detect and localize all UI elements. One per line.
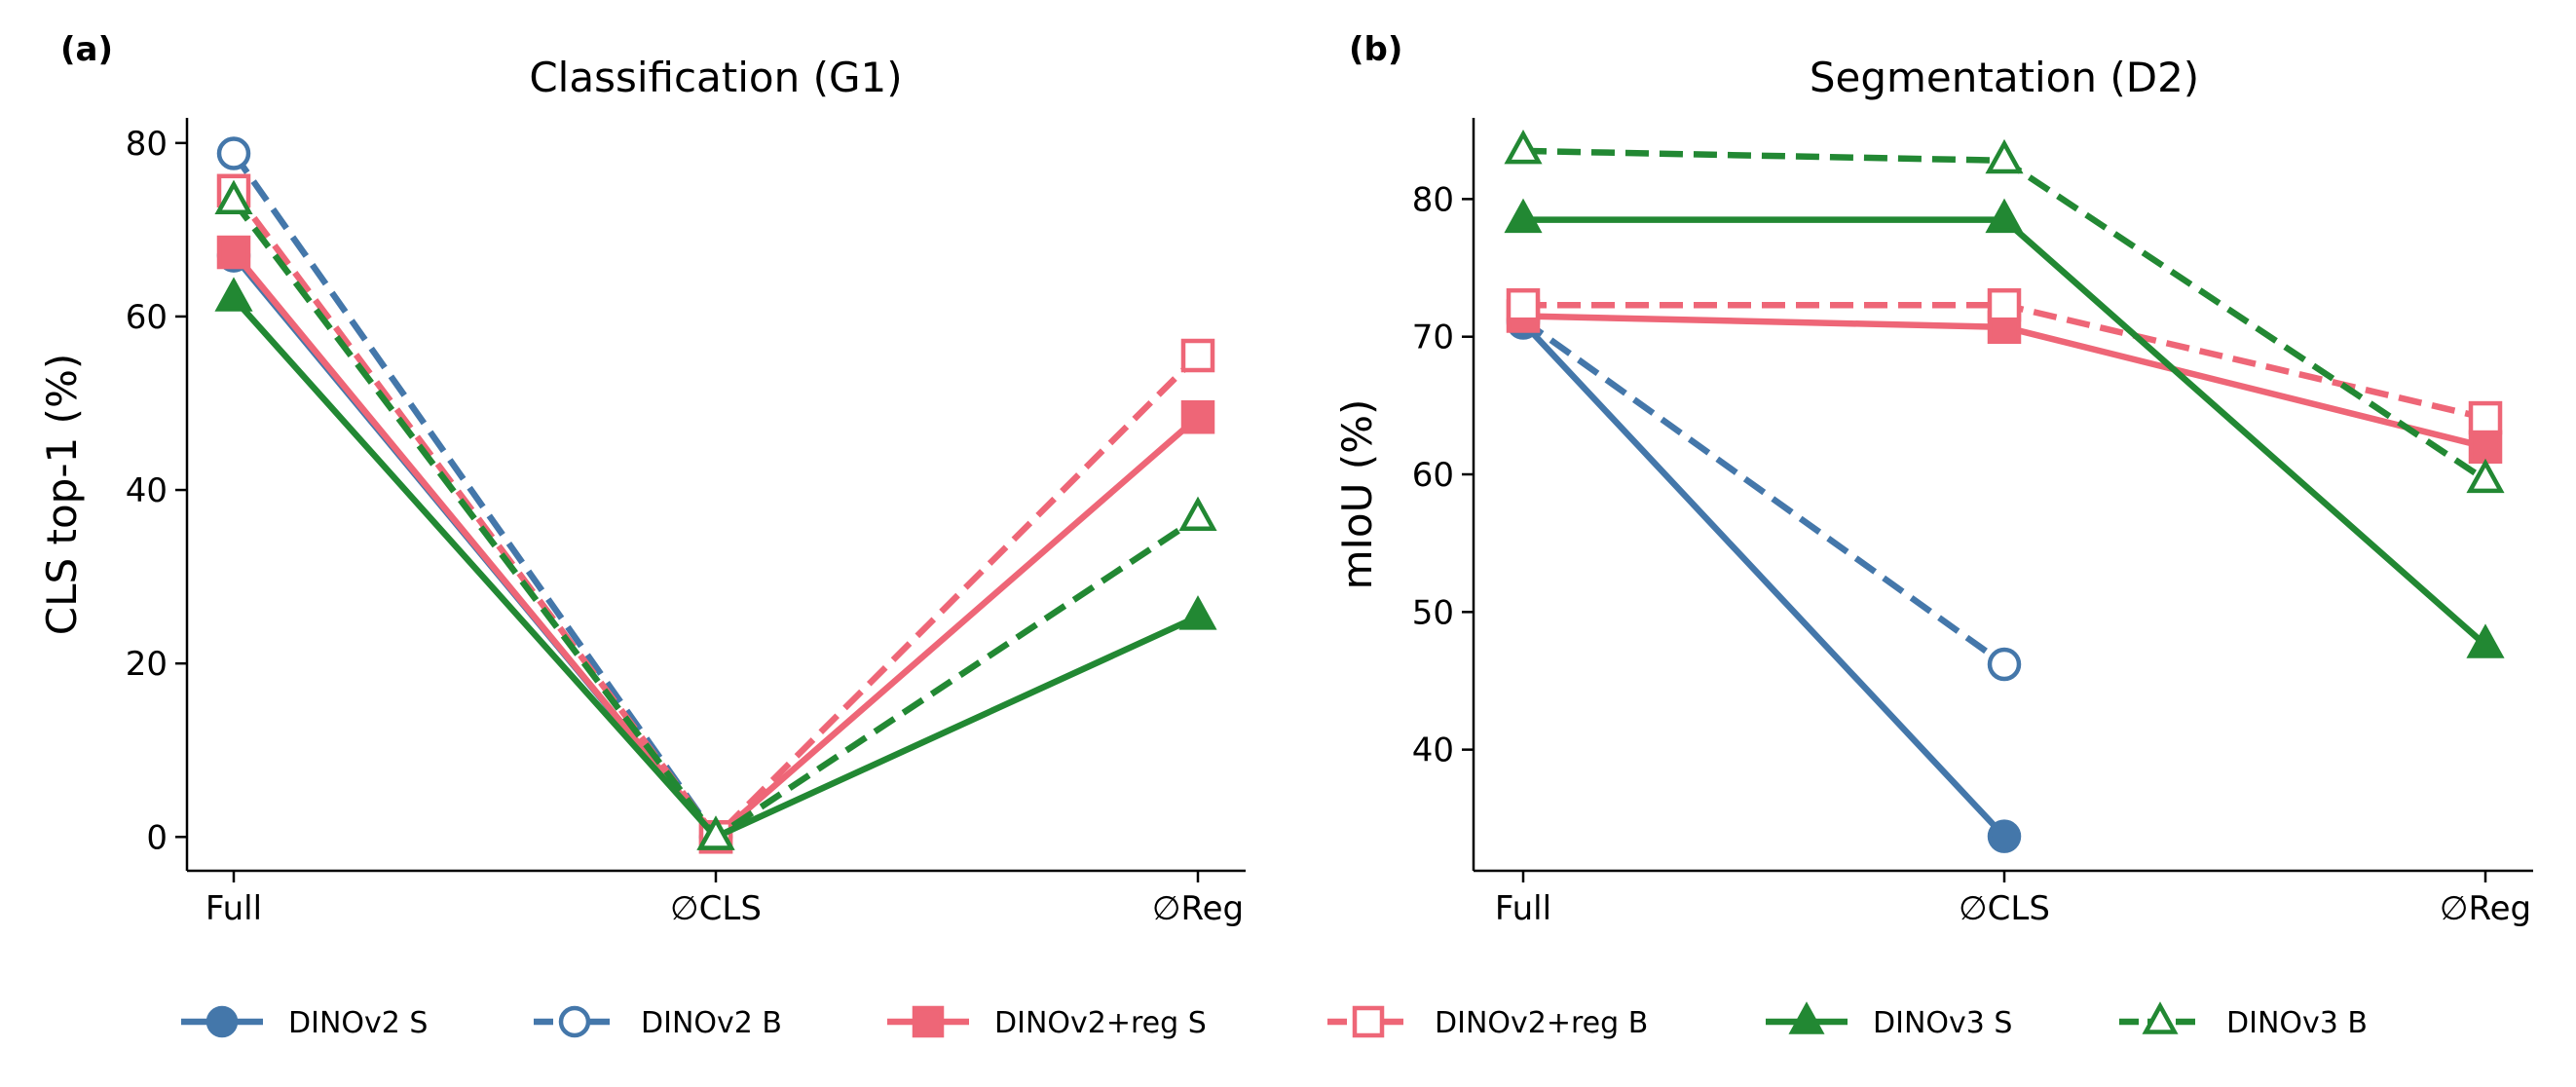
legend-label: DINOv3 B bbox=[2226, 1006, 2368, 1040]
y-tick-label: 60 bbox=[1412, 456, 1454, 495]
series-dinov2-reg-b bbox=[216, 173, 1215, 854]
data-point bbox=[216, 136, 251, 170]
data-point bbox=[1987, 287, 2022, 322]
y-axis-label: mIoU (%) bbox=[1333, 399, 1381, 590]
series-dinov2-reg-b bbox=[1506, 287, 2503, 435]
panel-a: (a) Classification (G1) CLS top-1 (%) 0 20 40… bbox=[38, 30, 1246, 928]
legend-marker bbox=[558, 1005, 591, 1038]
legend-marker bbox=[912, 1005, 945, 1038]
legend-label: DINOv2+reg B bbox=[1435, 1006, 1648, 1040]
series-line bbox=[231, 296, 1200, 842]
series-dinov3-b bbox=[214, 179, 1217, 850]
data-point bbox=[214, 277, 253, 312]
data-point bbox=[1987, 819, 2022, 853]
data-point bbox=[2466, 458, 2505, 494]
data-point bbox=[1506, 287, 1541, 322]
x-tick-label: Full bbox=[205, 889, 262, 928]
data-point bbox=[1178, 496, 1217, 532]
data-point bbox=[1985, 198, 2024, 234]
data-point bbox=[1178, 595, 1217, 630]
panel-label: (b) bbox=[1349, 30, 1402, 69]
y-axis-label: CLS top-1 (%) bbox=[38, 354, 86, 635]
legend-entry: DINOv2 S bbox=[181, 1005, 428, 1040]
series-dinov2-b bbox=[216, 136, 733, 854]
data-point bbox=[2468, 430, 2503, 464]
series-dinov3-s bbox=[1504, 198, 2505, 658]
chart-title: Classification (G1) bbox=[529, 54, 902, 101]
legend-entry: DINOv2 B bbox=[534, 1005, 782, 1040]
y-tick-label: 60 bbox=[126, 298, 168, 337]
series-dinov3-b bbox=[1504, 130, 2505, 494]
x-tick-label: ∅CLS bbox=[1959, 889, 2050, 928]
data-point bbox=[1180, 338, 1215, 373]
y-tick-label: 50 bbox=[1412, 593, 1454, 632]
series-line bbox=[1520, 320, 2007, 839]
data-point bbox=[1504, 130, 1543, 165]
chart-title: Segmentation (D2) bbox=[1810, 54, 2199, 101]
legend-marker bbox=[1352, 1005, 1385, 1038]
series-line bbox=[1521, 318, 2006, 667]
series-dinov2-b bbox=[1506, 303, 2022, 682]
x-tick-label: ∅Reg bbox=[2440, 889, 2531, 928]
x-tick-label: Full bbox=[1495, 889, 1551, 928]
series-line bbox=[1523, 216, 2488, 648]
data-point bbox=[216, 235, 251, 270]
data-point bbox=[2468, 400, 2503, 435]
legend-label: DINOv2+reg S bbox=[994, 1006, 1207, 1040]
y-tick-label: 0 bbox=[146, 818, 168, 857]
legend-marker bbox=[205, 1005, 239, 1038]
data-point bbox=[1987, 647, 2022, 682]
y-tick-label: 80 bbox=[1412, 180, 1454, 219]
data-point bbox=[1504, 198, 1543, 234]
legend-entry: DINOv2+reg S bbox=[887, 1005, 1207, 1040]
legend: DINOv2 S DINOv2 B DINOv2+reg S DINOv2+reg B… bbox=[181, 1001, 2368, 1040]
legend-entry: DINOv3 B bbox=[2119, 1001, 2368, 1040]
series-line bbox=[231, 151, 719, 840]
legend-marker bbox=[2142, 1001, 2179, 1034]
y-tick-label: 40 bbox=[126, 471, 168, 510]
series-line bbox=[231, 199, 1200, 842]
x-tick-label: ∅CLS bbox=[670, 889, 762, 928]
series-line bbox=[231, 249, 1201, 842]
panel-b: (b) Segmentation (D2) mIoU (%) 40 50 60 70 80 Fu… bbox=[1333, 30, 2533, 928]
legend-label: DINOv3 S bbox=[1873, 1006, 2012, 1040]
x-tick-label: ∅Reg bbox=[1152, 889, 1244, 928]
data-point bbox=[1180, 399, 1215, 434]
y-tick-label: 40 bbox=[1412, 731, 1454, 770]
series-dinov2-s bbox=[1506, 306, 2022, 853]
legend-label: DINOv2 S bbox=[288, 1006, 428, 1040]
y-tick-label: 70 bbox=[1412, 319, 1454, 357]
y-tick-label: 20 bbox=[126, 645, 168, 684]
legend-entry: DINOv3 S bbox=[1766, 1001, 2012, 1040]
data-point bbox=[2466, 623, 2505, 658]
panel-label: (a) bbox=[60, 30, 113, 69]
series-dinov2-reg-s bbox=[1506, 299, 2503, 464]
data-point bbox=[696, 815, 735, 850]
data-point bbox=[214, 179, 253, 214]
legend-label: DINOv2 B bbox=[641, 1006, 782, 1040]
legend-marker bbox=[1788, 1001, 1825, 1034]
y-tick-label: 80 bbox=[126, 125, 168, 164]
series-line bbox=[231, 188, 1201, 843]
data-point bbox=[1985, 138, 2024, 174]
series-dinov2-reg-s bbox=[216, 235, 1215, 854]
legend-entry: DINOv2+reg B bbox=[1327, 1005, 1648, 1040]
